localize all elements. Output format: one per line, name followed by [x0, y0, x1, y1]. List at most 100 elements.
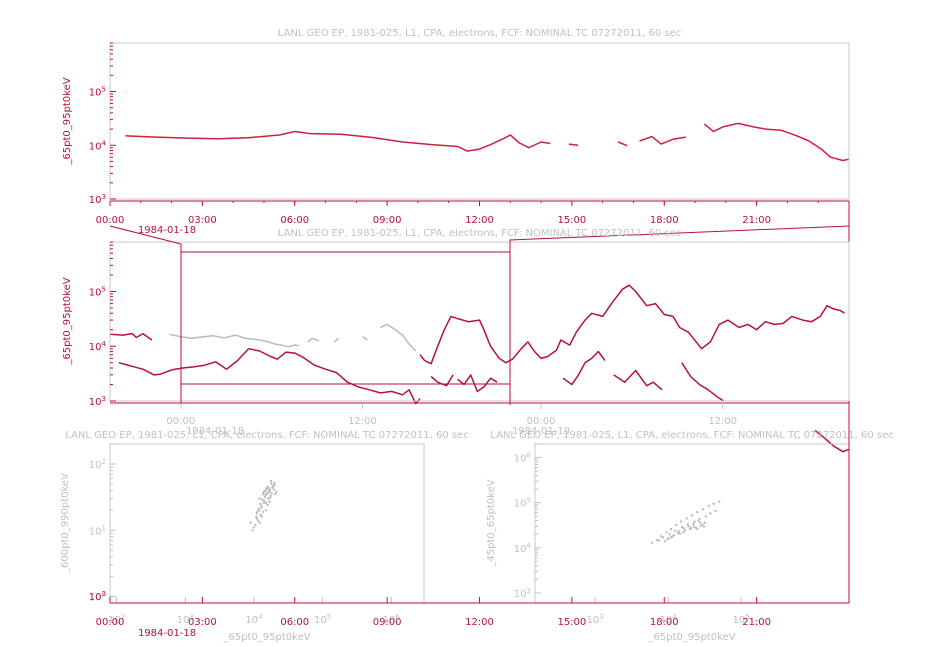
bottom-right-point-34 — [686, 523, 689, 526]
bottom-right-point-46 — [666, 538, 669, 541]
middle-panel-series-0-segment-1 — [118, 347, 421, 405]
bottom-left-point-21 — [255, 517, 258, 520]
middle-panel-series-1-segment-2 — [333, 337, 340, 343]
middle-time-tick-label-0: 00:00 — [166, 416, 195, 427]
middle-panel-series-0-segment-2 — [419, 284, 846, 365]
top-panel-frame — [109, 42, 850, 200]
bottom-right-point-15 — [682, 527, 686, 530]
bottom-left-point-41 — [268, 500, 271, 503]
bottom-right-point-20 — [661, 536, 665, 539]
middle-panel-ytick-label-2: 105 — [89, 285, 106, 298]
bottom-right-point-28 — [703, 521, 707, 524]
middle-panel-frame — [109, 241, 850, 402]
middle-panel-series-1-segment-1 — [307, 337, 320, 343]
bottom-left-point-0 — [258, 497, 261, 500]
middle-time-tick-label-2: 00:00 — [527, 416, 556, 427]
bottom-left-point-16 — [264, 509, 268, 512]
bottom-left-xlabel: _65pt0_95pt0keV — [222, 632, 310, 643]
time-strip-date-label: 1984-01-18 — [138, 225, 196, 236]
bottom-right-point-9 — [707, 504, 710, 508]
overlay-date-label: 1984-01-18 — [138, 628, 196, 639]
bottom-right-point-44 — [678, 532, 682, 535]
bottom-right-xtick-label-2: 105 — [733, 613, 750, 626]
zoom-connector-right — [509, 225, 850, 405]
middle-panel-ytick-label-1: 104 — [89, 340, 107, 353]
bottom-left-xtick-label-0: 102 — [108, 613, 125, 626]
bottom-left-xtick-label-4: 106 — [383, 613, 401, 626]
bottom-right-point-42 — [696, 527, 699, 530]
bottom-right-point-37 — [704, 515, 708, 518]
bottom-left-point-40 — [266, 503, 269, 507]
bottom-left-point-39 — [257, 507, 261, 511]
middle-time-tick-label-3: 12:00 — [708, 416, 737, 427]
overlay-time-tick-label-1: 03:00 — [188, 617, 217, 628]
bottom-left-point-48 — [258, 521, 262, 524]
bottom-left-point-28 — [273, 483, 276, 487]
bottom-right-point-23 — [676, 532, 679, 535]
bottom-right-point-16 — [687, 525, 690, 528]
bottom-left-point-45 — [274, 490, 278, 493]
bottom-left-point-35 — [270, 492, 273, 495]
bottom-right-point-48 — [701, 523, 704, 526]
middle-panel-ylabel: _65pt0_95pt0keV — [62, 277, 73, 365]
bottom-right-point-30 — [657, 539, 661, 542]
grey-series-layer — [169, 323, 721, 544]
top-panel-ytick-label-2: 105 — [89, 86, 106, 99]
bottom-right-point-49 — [702, 525, 706, 528]
bottom-left-ylabel: _600pt0_990pt0keV — [60, 473, 71, 574]
overlay-time-tick-label-3: 09:00 — [373, 617, 402, 628]
bottom-left-point-47 — [273, 481, 276, 484]
bottom-left-point-26 — [268, 489, 271, 492]
bottom-left-point-29 — [251, 529, 254, 532]
bottom-left-point-17 — [269, 494, 272, 498]
top-panel-series-0-segment-0 — [125, 130, 551, 152]
time-strip-tick-label-2: 06:00 — [280, 215, 309, 226]
bottom-right-point-47 — [699, 521, 702, 524]
top-panel-series-0-segment-1 — [568, 143, 579, 147]
bottom-left-ytick-label-0: 100 — [89, 591, 106, 604]
overlay-time-tick-label-0: 00:00 — [96, 617, 125, 628]
bottom-left-point-4 — [266, 485, 270, 489]
bottom-left-point-24 — [261, 510, 265, 513]
bottom-right-point-17 — [692, 522, 695, 526]
time-strip-tick-label-0: 00:00 — [96, 215, 125, 226]
middle-panel-series-1-segment-0 — [169, 333, 300, 348]
overlay-ytick-label-0: 103 — [89, 590, 106, 603]
middle-time-tick-label-1: 12:00 — [348, 416, 377, 427]
bottom-right-point-2 — [670, 527, 673, 531]
bottom-left-point-38 — [260, 505, 263, 508]
bottom-left-point-19 — [262, 501, 266, 504]
bottom-left-point-46 — [269, 480, 273, 483]
bottom-left-point-15 — [260, 515, 263, 518]
middle-panel-series-1-segment-3 — [362, 336, 368, 341]
bottom-right-point-35 — [693, 520, 696, 523]
overlay-time-tick-label-5: 15:00 — [557, 617, 586, 628]
bottom-left-point-27 — [271, 486, 274, 489]
bottom-right-point-8 — [701, 508, 705, 511]
bottom-right-point-40 — [689, 526, 693, 530]
time-strip-tick-label-4: 12:00 — [465, 215, 494, 226]
bottom-left-point-34 — [272, 488, 276, 491]
bottom-right-ytick-label-1: 104 — [514, 542, 532, 555]
bottom-right-xtick-label-0: 103 — [587, 613, 604, 626]
bottom-right-point-43 — [681, 531, 685, 534]
bottom-right-point-11 — [718, 500, 721, 503]
bottom-right-point-0 — [659, 535, 663, 538]
bottom-left-point-42 — [265, 487, 268, 490]
bottom-right-point-27 — [699, 524, 702, 527]
time-strip-tick-label-7: 21:00 — [742, 215, 771, 226]
bottom-right-frame — [534, 443, 850, 604]
bottom-left-frame — [109, 443, 425, 604]
bottom-left-point-33 — [267, 491, 270, 494]
bottom-left-point-32 — [264, 493, 267, 497]
bottom-left-ytick-label-2: 102 — [89, 458, 106, 471]
middle-panel-series-0-segment-5 — [562, 350, 606, 386]
bottom-left-point-37 — [261, 498, 264, 501]
top-panel-series-0-segment-2 — [617, 141, 628, 147]
bottom-right-point-32 — [674, 529, 677, 532]
bottom-left-point-22 — [266, 497, 270, 500]
axes-layer — [109, 42, 850, 604]
overlay-series-0-segment-0 — [814, 429, 850, 453]
bottom-right-point-18 — [697, 519, 700, 522]
